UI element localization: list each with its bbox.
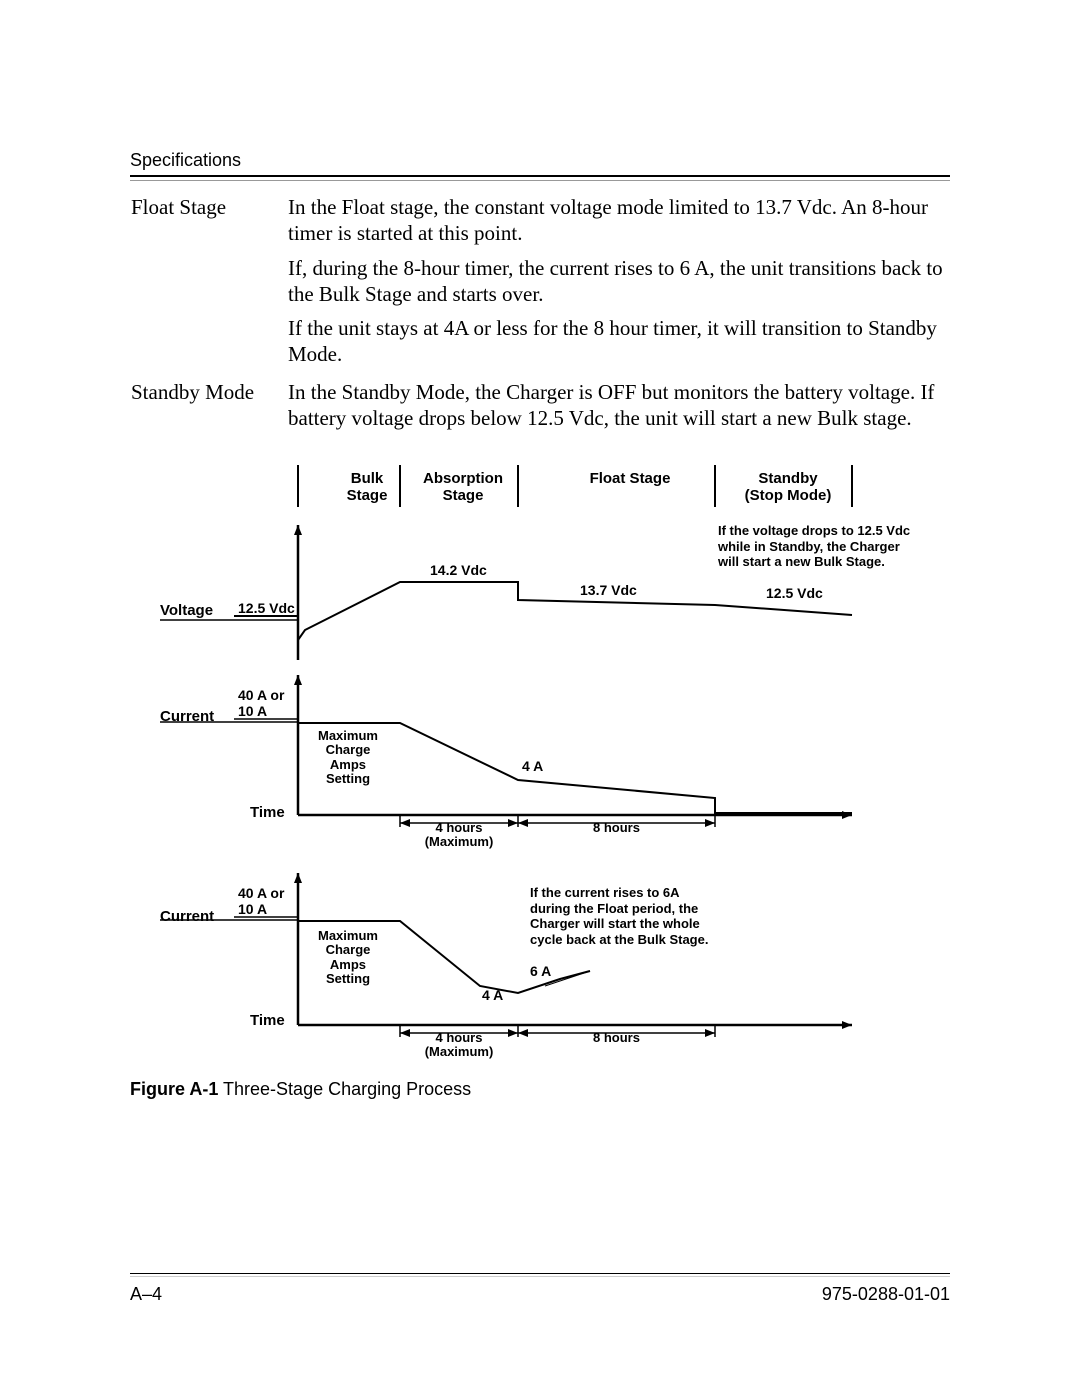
voltage-13-7: 13.7 Vdc bbox=[580, 582, 637, 598]
current2-max-note: MaximumChargeAmpsSetting bbox=[318, 929, 378, 986]
header-rule bbox=[130, 175, 950, 181]
figure-three-stage-charging: BulkStage AbsorptionStage Float Stage St… bbox=[130, 465, 950, 1065]
current2-time-label: Time bbox=[250, 1012, 285, 1029]
current1-time-label: Time bbox=[250, 804, 285, 821]
definitions-table: Float Stage In the Float stage, the cons… bbox=[130, 193, 950, 441]
timeaxis1-seg1: 8 hours bbox=[572, 821, 662, 835]
figure-caption: Figure A-1 Three-Stage Charging Process bbox=[130, 1079, 950, 1100]
timeaxis2-seg1: 8 hours bbox=[572, 1031, 662, 1045]
current1-max-note: MaximumChargeAmpsSetting bbox=[318, 729, 378, 786]
voltage-12-5: 12.5 Vdc bbox=[766, 585, 823, 601]
caption-bold: Figure A-1 bbox=[130, 1079, 218, 1099]
caption-text: Three-Stage Charging Process bbox=[223, 1079, 471, 1099]
footer-rule bbox=[130, 1273, 950, 1277]
current2-6a: 6 A bbox=[530, 963, 551, 979]
voltage-ytick: 12.5 Vdc bbox=[238, 600, 295, 616]
term-body: In the Float stage, the constant voltage… bbox=[287, 193, 950, 378]
paragraph: If, during the 8-hour timer, the current… bbox=[288, 255, 949, 308]
stage-float: Float Stage bbox=[550, 470, 710, 487]
page: Specifications Float Stage In the Float … bbox=[0, 0, 1080, 1397]
current2-ytick: 40 A or10 A bbox=[238, 885, 284, 917]
current2-float-note: If the current rises to 6Aduring the Flo… bbox=[530, 885, 708, 947]
term-standby-mode: Standby Mode bbox=[130, 378, 287, 442]
timeaxis2-seg0: 4 hours(Maximum) bbox=[414, 1031, 504, 1060]
current1-axis-label: Current bbox=[160, 708, 214, 725]
table-row: Float Stage In the Float stage, the cons… bbox=[130, 193, 950, 378]
current1-ytick: 40 A or10 A bbox=[238, 687, 284, 719]
voltage-14-2: 14.2 Vdc bbox=[430, 562, 487, 578]
stage-standby: Standby(Stop Mode) bbox=[718, 470, 858, 505]
paragraph: In the Float stage, the constant voltage… bbox=[288, 194, 949, 247]
paragraph: If the unit stays at 4A or less for the … bbox=[288, 315, 949, 368]
stage-absorption: AbsorptionStage bbox=[408, 470, 518, 505]
current1-4a: 4 A bbox=[522, 758, 543, 774]
standby-note: If the voltage drops to 12.5 Vdcwhile in… bbox=[718, 523, 910, 570]
timeaxis1-seg0: 4 hours(Maximum) bbox=[414, 821, 504, 850]
voltage-axis-label: Voltage bbox=[160, 602, 213, 619]
paragraph: In the Standby Mode, the Charger is OFF … bbox=[288, 379, 949, 432]
current2-axis-label: Current bbox=[160, 908, 214, 925]
current2-4a: 4 A bbox=[482, 987, 503, 1003]
section-header: Specifications bbox=[130, 150, 950, 171]
stage-bulk: BulkStage bbox=[322, 470, 412, 505]
term-body: In the Standby Mode, the Charger is OFF … bbox=[287, 378, 950, 442]
table-row: Standby Mode In the Standby Mode, the Ch… bbox=[130, 378, 950, 442]
term-float-stage: Float Stage bbox=[130, 193, 287, 378]
page-footer: A–4 975-0288-01-01 bbox=[130, 1284, 950, 1305]
footer-right: 975-0288-01-01 bbox=[822, 1284, 950, 1305]
footer-left: A–4 bbox=[130, 1284, 162, 1305]
